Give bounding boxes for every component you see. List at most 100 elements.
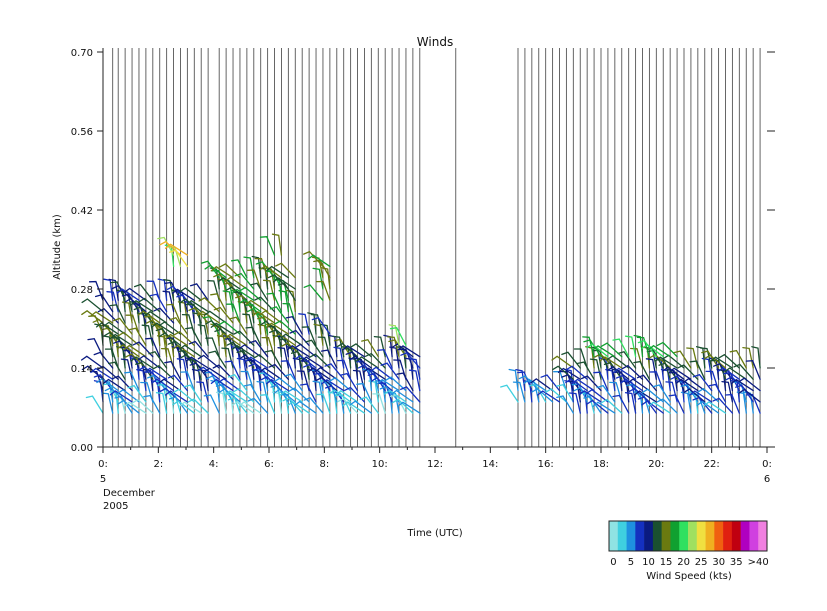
wind-barb-544 — [633, 360, 651, 380]
wind-barb-325 — [280, 393, 296, 414]
wind-barb-281 — [247, 307, 269, 324]
wind-barb-619 — [733, 363, 754, 380]
wind-barb-396 — [321, 379, 345, 392]
wind-barb-371 — [310, 313, 324, 335]
wind-barb-620 — [742, 346, 754, 369]
x-sub-day-end: 6 — [764, 474, 770, 485]
wind-barb-628 — [586, 343, 609, 358]
wind-barb-241 — [229, 316, 248, 335]
wind-barb-289 — [252, 366, 276, 380]
wind-barb-9 — [81, 298, 104, 313]
wind-barb-609 — [717, 367, 740, 380]
wind-barb-226 — [224, 337, 241, 358]
wind-barb-235 — [224, 390, 248, 403]
wind-barb-586 — [692, 396, 713, 414]
wind-barb-451 — [393, 359, 407, 380]
wind-barb-187 — [205, 337, 220, 358]
colorbar-swatch-14 — [731, 521, 741, 551]
wind-barb-8 — [81, 309, 104, 324]
wind-barb-486 — [556, 395, 574, 414]
wind-barb-338 — [259, 236, 276, 256]
wind-barb-327 — [273, 377, 296, 392]
wind-barb-596 — [703, 401, 727, 414]
wind-barb-498 — [565, 378, 588, 392]
wind-barb-239 — [226, 341, 248, 358]
wind-barb-160 — [185, 326, 202, 347]
wind-barb-508 — [580, 375, 602, 392]
wind-barb-561 — [656, 398, 678, 414]
wind-barb-575 — [673, 350, 692, 369]
wind-barb-54 — [111, 285, 133, 301]
wind-barb-627 — [583, 339, 602, 358]
y-tick-label-4: 0.56 — [71, 127, 93, 138]
wind-barb-480 — [537, 390, 561, 403]
wind-barb-516 — [592, 401, 616, 414]
wind-barb-401 — [328, 389, 352, 403]
wind-barb-286 — [259, 394, 276, 414]
wind-barb-271 — [247, 269, 262, 290]
x-sub-month: December — [103, 488, 156, 499]
wind-barb-191 — [198, 297, 220, 313]
wind-barb-107 — [144, 310, 168, 324]
wind-barb-622 — [738, 388, 761, 403]
wind-barb-535 — [617, 350, 637, 369]
x-tick-label-8: 16: — [538, 459, 554, 470]
wind-barb-29 — [95, 322, 119, 335]
x-sub-day-start: 5 — [100, 474, 106, 485]
wind-barb-96 — [137, 310, 161, 324]
wind-barb-362 — [301, 326, 317, 347]
colorbar-swatch-9 — [688, 521, 698, 551]
wind-barb-503 — [571, 378, 595, 392]
wind-barb-62 — [125, 314, 140, 335]
wind-barb-13 — [93, 374, 114, 392]
wind-barb-249 — [240, 370, 255, 392]
x-tick-label-11: 22: — [704, 459, 720, 470]
wind-barb-185 — [197, 366, 220, 380]
wind-barb-347 — [285, 315, 303, 335]
wind-barb-114 — [160, 347, 175, 369]
wind-barb-453 — [388, 339, 407, 358]
wind-barb-459 — [391, 343, 414, 358]
wind-barb-569 — [662, 366, 685, 380]
x-tick-label-2: 4: — [209, 459, 219, 470]
wind-barb-251 — [236, 350, 255, 369]
wind-barb-416 — [345, 351, 366, 369]
wind-barb-473 — [517, 371, 533, 392]
wind-barb-376 — [309, 353, 331, 369]
wind-barb-412 — [342, 401, 366, 414]
wind-barb-360 — [294, 354, 317, 369]
wind-barb-437 — [378, 382, 393, 403]
wind-barb-324 — [266, 265, 290, 279]
wind-barb-377 — [317, 336, 331, 358]
x-axis-label: Time (UTC) — [406, 528, 462, 539]
wind-barb-566 — [668, 394, 685, 414]
wind-barb-621 — [745, 393, 761, 414]
wind-barb-468 — [500, 384, 519, 403]
colorbar-swatch-15 — [740, 521, 750, 551]
wind-barb-180 — [168, 249, 189, 268]
wind-barb-599 — [711, 359, 727, 380]
wind-barb-546 — [637, 396, 657, 414]
wind-barb-630 — [600, 342, 623, 358]
wind-barb-165 — [187, 398, 209, 414]
wind-barb-458 — [398, 348, 414, 369]
wind-barb-40 — [103, 321, 126, 335]
wind-barb-522 — [609, 381, 623, 403]
wind-barb-346 — [279, 333, 303, 347]
wind-barb-434 — [364, 352, 386, 369]
wind-barb-319 — [265, 322, 290, 335]
wind-barb-228 — [218, 320, 241, 335]
x-tick-label-7: 14: — [482, 459, 498, 470]
wind-barb-145 — [180, 371, 195, 392]
wind-barb-491 — [568, 392, 581, 414]
colorbar-swatch-7 — [670, 521, 680, 551]
wind-barb-408 — [340, 372, 359, 392]
wind-barb-432 — [367, 372, 386, 392]
wind-barb-65 — [116, 288, 140, 301]
wind-barb-207 — [204, 264, 227, 279]
y-tick-label-2: 0.28 — [71, 285, 93, 296]
wind-barb-126 — [166, 337, 182, 358]
wind-barb-155 — [183, 384, 202, 403]
wind-barb-398 — [333, 346, 345, 369]
colorbar-label-1: 5 — [628, 557, 634, 568]
